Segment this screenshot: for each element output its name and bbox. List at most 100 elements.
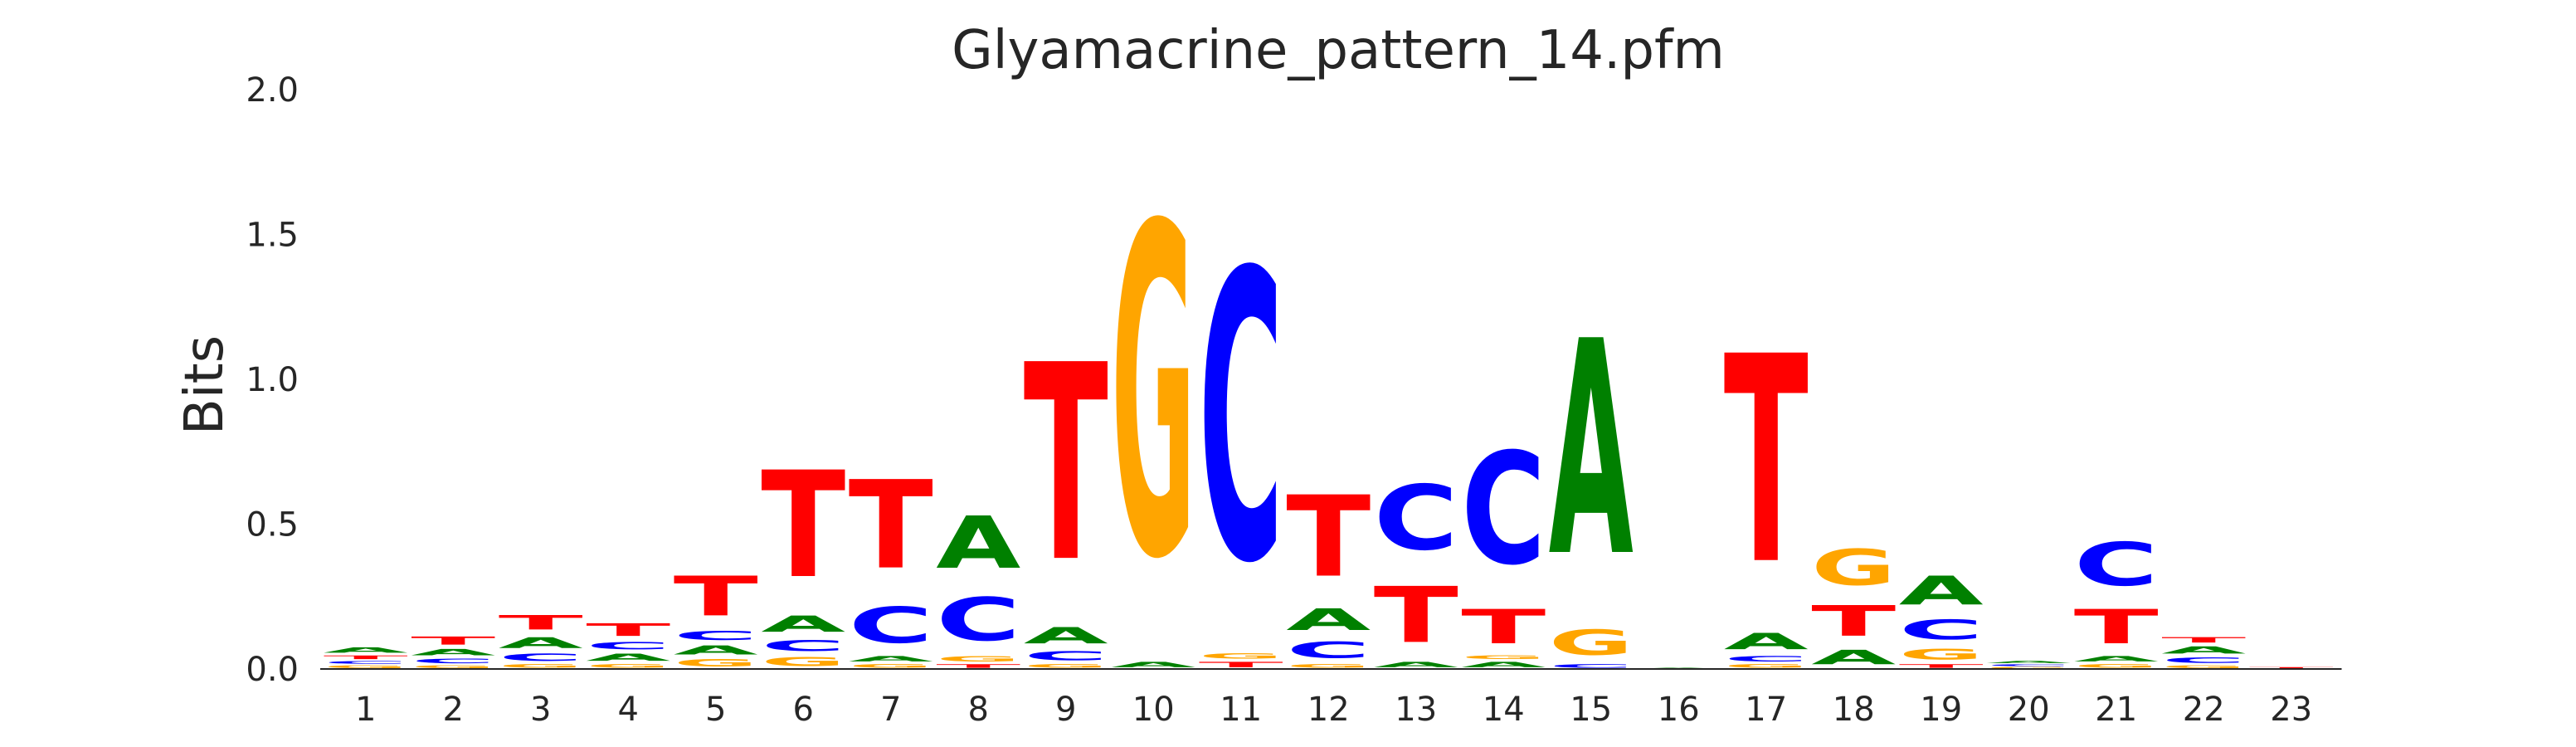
y-tick-label: 1.0 [246,361,299,399]
logo-letter-C: C [499,652,583,663]
logo-letter-T: T [1199,661,1283,669]
logo-letter-C: C [849,598,933,655]
x-tick-label: 23 [2270,691,2312,729]
logo-letter-G: G [1724,663,1809,669]
logo-letter-C: C [1461,420,1546,599]
logo-letter-G: G [1024,663,1108,669]
logo-letter-T: T [2074,599,2159,654]
y-tick-labels: 0.0 0.5 1.0 1.5 2.0 [246,71,299,689]
x-tick-labels: 1 2 3 4 5 6 7 8 9 10 11 12 13 14 15 16 17 18 19 20 21 22 23 [355,691,2312,729]
logo-letter-T: T [936,663,1020,669]
x-tick-label: 21 [2095,691,2137,729]
x-tick-label: 6 [793,691,814,729]
logo-letter-C: C [761,637,845,655]
logo-letter-T: T [849,455,933,596]
logo-letter-G: G [1111,133,1195,659]
logo-letter-A: A [411,647,495,657]
y-tick-label: 1.5 [246,217,299,255]
logo-letter-A: A [1286,603,1371,637]
logo-letter-T: T [2161,636,2246,644]
logo-letter-C: C [674,628,758,642]
logo-letter-C: C [1986,664,2071,666]
x-tick-label: 14 [1483,691,1525,729]
x-tick-label: 10 [1132,691,1175,729]
x-tick-label: 20 [2008,691,2050,729]
logo-letter-A: A [2074,655,2159,663]
logo-letter-T: T [586,620,670,640]
logo-letter-T: T [1724,296,1809,627]
logo-letter-C: C [411,657,495,665]
logo-letter-C: C [2074,530,2159,600]
x-tick-label: 19 [1920,691,1962,729]
x-tick-label: 9 [1055,691,1076,729]
logo-letter-G: G [586,663,670,669]
logo-letter-T: T [1899,663,1984,669]
y-tick-label: 0.5 [246,506,299,544]
y-tick-label: 0.0 [246,651,299,689]
y-tick-label: 2.0 [246,71,299,110]
logo-letter-T: T [499,612,583,635]
logo-letter-G: G [1461,655,1546,661]
logo-letter-A: A [1986,661,2071,664]
logo-letter-A: A [324,646,408,654]
logo-letter-G: G [499,663,583,669]
logo-letter-T: T [324,655,408,661]
logo-letter-G: G [849,663,933,669]
logo-letter-G: G [2161,665,2246,669]
logo-stacks: GCTAGCATGCATGACTGACTGCATGACTTGCAGCATAGTG… [324,133,2334,669]
logo-letter-T: T [761,440,845,611]
logo-letter-C: C [324,661,408,665]
logo-letter-A: A [1111,661,1195,669]
x-tick-label: 12 [1307,691,1350,729]
logo-letter-G: G [411,665,495,669]
logo-letter-T: T [674,565,758,628]
logo-letter-G: G [674,657,758,669]
logo-letter-A: A [761,612,846,637]
x-tick-label: 7 [880,691,901,729]
logo-letter-C: C [936,585,1020,655]
logo-letter-C: C [2161,656,2246,664]
logo-letter-A: A [1549,279,1634,622]
logo-letter-C: C [1549,663,1634,669]
x-tick-label: 17 [1745,691,1787,729]
y-axis-label: Bits [174,335,236,435]
logo-letter-C: C [1024,649,1108,663]
logo-letter-T: T [1374,572,1458,661]
logo-letter-A: A [499,634,583,652]
x-tick-label: 16 [1658,691,1700,729]
logo-letter-G: G [2074,663,2159,669]
x-tick-label: 13 [1395,691,1437,729]
x-tick-label: 22 [2183,691,2225,729]
logo-letter-A: A [1461,661,1546,669]
logo-letter-G: G [761,655,845,669]
logo-letter-T: T [1811,597,1896,646]
logo-letter-T: T [411,634,495,647]
logo-letter-A: A [1374,661,1458,669]
x-tick-label: 18 [1833,691,1875,729]
logo-letter-G: G [1811,539,1896,596]
logo-letter-C: C [1286,637,1371,663]
logo-letter-A: A [849,655,933,663]
logo-letter-G: G [1199,652,1283,660]
x-tick-label: 8 [968,691,989,729]
x-tick-label: 3 [530,691,551,729]
logo-letter-C: C [1374,467,1458,571]
x-tick-label: 5 [705,691,726,729]
logo-letter-A: A [1811,646,1896,669]
x-tick-label: 4 [618,691,639,729]
logo-letter-A: A [1899,568,1984,613]
logo-letter-G: G [1899,646,1984,663]
x-tick-label: 15 [1570,691,1612,729]
x-tick-label: 11 [1220,691,1262,729]
logo-letter-G: G [936,655,1020,663]
logo-letter-A: A [2161,644,2246,656]
logo-letter-T: T [1286,472,1371,603]
logo-letter-T: T [2249,666,2334,669]
logo-letter-G: G [1986,666,2071,669]
x-tick-label: 1 [355,691,376,729]
chart-title: Glyamacrine_pattern_14.pfm [952,20,1725,81]
logo-letter-C: C [586,640,670,652]
logo-letter-G: G [1286,663,1371,669]
logo-letter-T: T [1461,599,1546,654]
